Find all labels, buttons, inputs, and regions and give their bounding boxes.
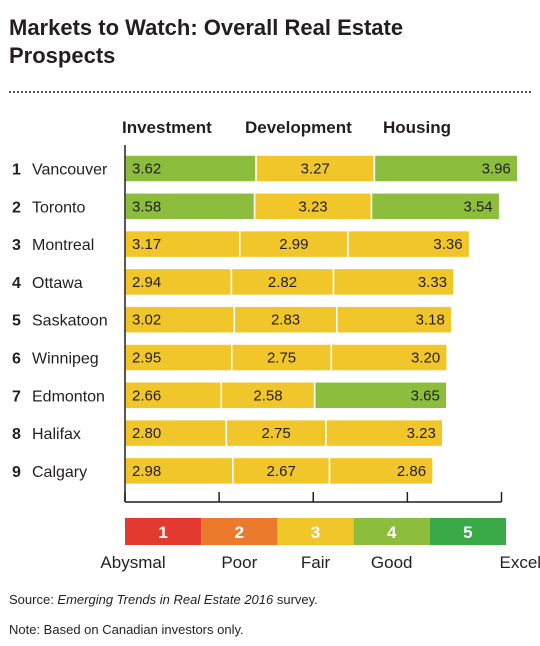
legend-value: 5 [463, 523, 472, 542]
value-label: 3.18 [416, 312, 445, 329]
source-title: Emerging Trends in Real Estate 2016 [57, 592, 274, 607]
value-label: 2.83 [271, 312, 300, 329]
value-label: 2.95 [132, 350, 161, 367]
bar-segment [220, 381, 316, 410]
bar-segment [124, 305, 236, 334]
value-label: 2.82 [268, 274, 297, 291]
chart-title: Markets to Watch: Overall Real Estate Pr… [9, 15, 404, 68]
value-label: 2.75 [262, 425, 291, 442]
row-label: Edmonton [32, 388, 105, 405]
legend-swatch-abysmal [125, 518, 202, 545]
row-rank: 9 [12, 464, 21, 481]
legend-label: Good [371, 553, 413, 572]
legend-value: 1 [158, 523, 167, 542]
legend-label: Poor [221, 553, 257, 572]
value-label: 3.17 [132, 236, 161, 253]
legend-swatch-good [353, 518, 430, 545]
value-label: 3.58 [132, 198, 161, 215]
series-header-housing: Housing [383, 118, 451, 137]
row-label: Ottawa [32, 275, 83, 292]
series-header-development: Development [245, 118, 352, 137]
value-label: 3.27 [301, 161, 330, 178]
bar-segment [370, 192, 501, 221]
legend-swatch-poor [201, 518, 278, 545]
bar-segment [124, 456, 234, 486]
bar-segment [239, 229, 349, 259]
bar-segment [325, 418, 444, 448]
legend-value: 2 [235, 523, 244, 542]
row-label: Vancouver [32, 162, 108, 179]
row-label: Winnipeg [32, 351, 99, 368]
value-label: 2.86 [397, 463, 426, 480]
bar-segment [124, 418, 228, 448]
value-label: 3.96 [482, 161, 511, 178]
value-label: 3.33 [418, 274, 447, 291]
value-label: 2.58 [253, 387, 282, 404]
legend-label: Abysmal [100, 553, 165, 572]
value-label: 2.67 [267, 463, 296, 480]
legend-value: 3 [311, 523, 320, 542]
row-rank: 8 [12, 426, 21, 443]
value-label: 2.80 [132, 425, 161, 442]
bar-segment [330, 343, 448, 372]
value-label: 3.36 [433, 236, 462, 253]
row-rank: 3 [12, 237, 21, 254]
bar-segment [253, 192, 373, 221]
row-rank: 4 [12, 275, 21, 292]
legend-value: 4 [387, 523, 397, 542]
row-label: Saskatoon [32, 313, 108, 330]
legend-label: Fair [301, 553, 331, 572]
row-rank: 1 [12, 162, 21, 179]
row-label: Toronto [32, 199, 85, 216]
series-header-investment: Investment [122, 118, 212, 137]
bar-segment [336, 305, 453, 334]
row-label: Calgary [32, 464, 87, 481]
source-note: Source: Emerging Trends in Real Estate 2… [9, 592, 318, 607]
bar-segment [124, 229, 241, 259]
source-prefix: Source: [9, 592, 58, 607]
bar-segment [332, 267, 455, 297]
value-label: 2.66 [132, 387, 161, 404]
value-label: 3.20 [411, 350, 440, 367]
value-label: 3.54 [463, 198, 492, 215]
bar-segment [124, 381, 223, 410]
legend-swatch-excellent [429, 518, 506, 545]
row-rank: 2 [12, 199, 21, 216]
stacked-bar-chart: Investment Development Housing 1 Vancouver 3.… [12, 118, 540, 572]
bar-segment [313, 381, 448, 410]
row-rank: 7 [12, 388, 21, 405]
row-label: Halifax [32, 426, 81, 443]
bar-segment [373, 154, 519, 183]
legend-label: Excellent [500, 553, 540, 572]
source-suffix: survey. [273, 592, 318, 607]
legend-swatch-fair [277, 518, 354, 545]
row-rank: 6 [12, 351, 21, 368]
bar-segment [231, 343, 333, 372]
bar-segment [255, 154, 376, 183]
value-label: 2.98 [132, 463, 161, 480]
value-label: 3.02 [132, 312, 161, 329]
footnote: Note: Based on Canadian investors only. [9, 622, 244, 637]
value-label: 2.94 [132, 274, 161, 291]
bar-segment [328, 456, 434, 486]
value-label: 3.23 [298, 198, 327, 215]
bar-segment [225, 418, 327, 448]
row-label: Montreal [32, 237, 94, 254]
bar-segment [233, 305, 338, 334]
value-label: 2.99 [279, 236, 308, 253]
value-label: 3.65 [411, 387, 440, 404]
value-label: 2.75 [267, 350, 296, 367]
value-label: 3.23 [407, 425, 436, 442]
value-label: 3.62 [132, 161, 161, 178]
row-rank: 5 [12, 313, 21, 330]
title-divider [9, 91, 531, 93]
bar-segment [347, 229, 471, 259]
